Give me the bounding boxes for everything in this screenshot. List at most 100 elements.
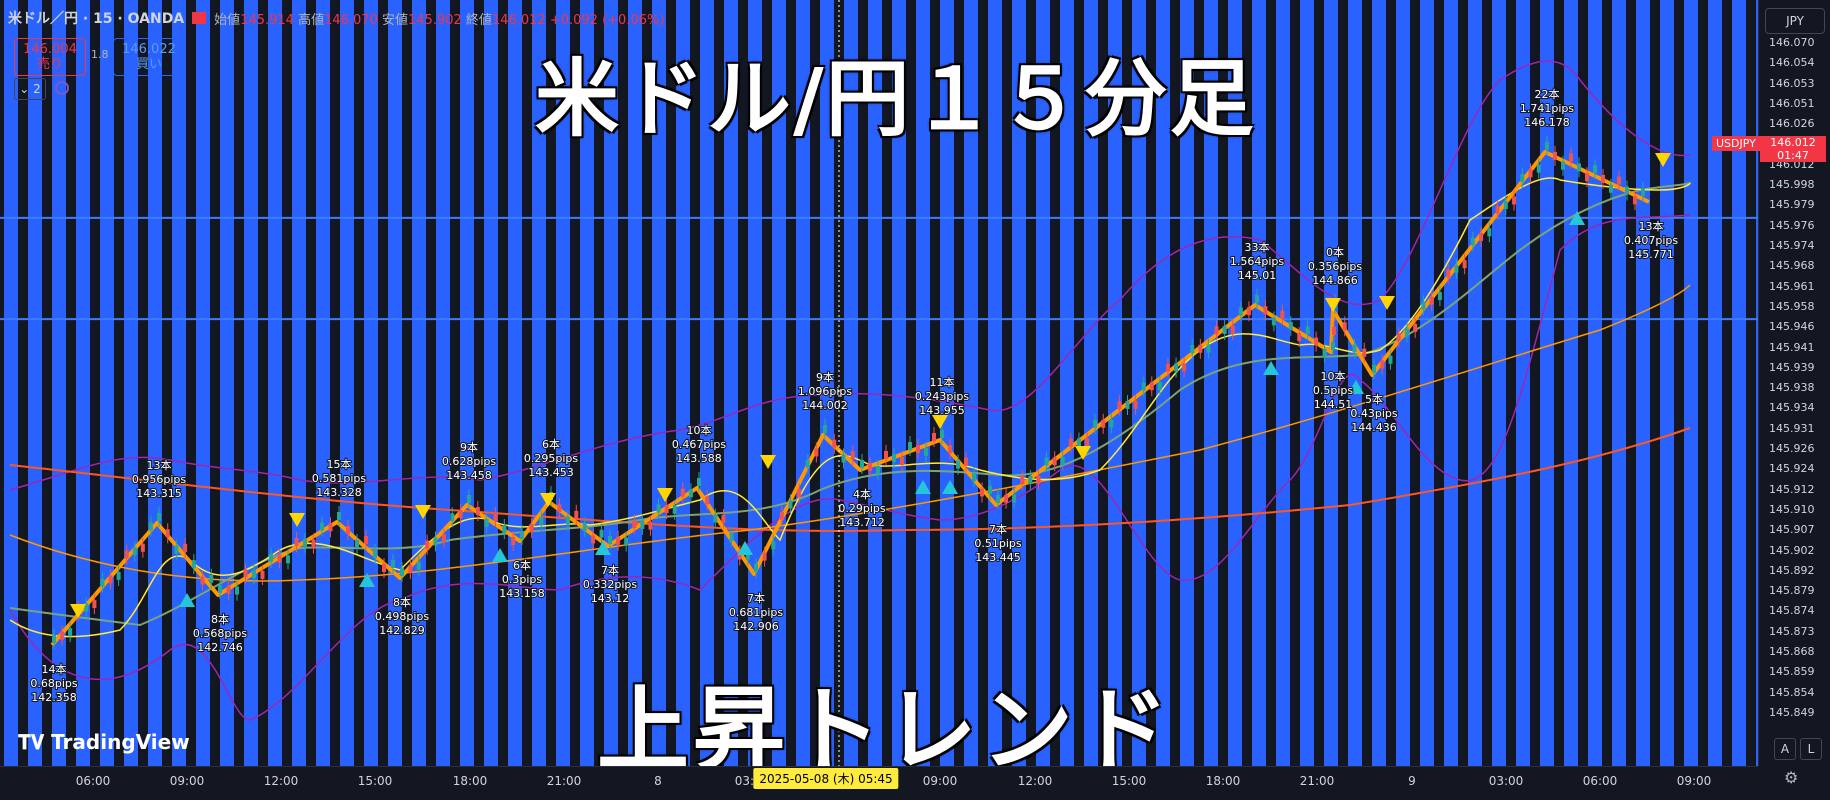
session-bar (1660, 0, 1674, 766)
log-scale-button[interactable]: L (1800, 738, 1822, 760)
candle-body (475, 507, 480, 515)
price-tick-label: 146.051 (1769, 96, 1815, 110)
time-tick-label: 12:00 (1017, 774, 1053, 788)
candle-body (754, 564, 758, 572)
time-tick-label: 18:00 (452, 774, 488, 788)
candle-body (1149, 382, 1154, 391)
candle-body (1198, 344, 1203, 353)
candle-body (1617, 176, 1621, 185)
session-bar (1156, 0, 1170, 766)
candle-body (1028, 476, 1033, 484)
currency-selector[interactable]: JPY (1765, 8, 1825, 34)
zigzag-label: 1.564pips (1230, 255, 1285, 268)
sell-button[interactable]: 146.004 売り (14, 38, 86, 76)
session-bar (556, 0, 570, 766)
zigzag-label: 142.829 (379, 624, 425, 637)
candle-body (1633, 196, 1637, 205)
zigzag-label: 142.358 (31, 691, 77, 704)
candle-body (116, 571, 121, 580)
candle-body (1125, 401, 1130, 409)
sell-signal-marker (289, 513, 305, 527)
zigzag-label: 143.328 (316, 486, 362, 499)
price-tick-label: 145.892 (1769, 563, 1815, 577)
candle-body (788, 500, 793, 509)
candle-body (124, 550, 129, 559)
session-bar (1060, 0, 1074, 766)
candle-body (132, 547, 137, 556)
candle-body (1174, 363, 1179, 372)
candle-body (672, 505, 677, 514)
zigzag-label: 0.243pips (915, 390, 970, 403)
candle-body (1429, 296, 1434, 305)
price-tick-label: 145.873 (1769, 624, 1815, 638)
time-tick-label: 2025-05-08 (木) 05:45 (753, 768, 899, 789)
candle-body (191, 560, 196, 569)
candle-body (458, 510, 463, 519)
candle-body (964, 457, 968, 466)
time-tick-label: 12:00 (263, 774, 299, 788)
zigzag-label: 0.628pips (442, 455, 497, 468)
symbol-title[interactable]: 米ドル／円 · 15 · OANDA (8, 11, 185, 27)
candle-body (565, 516, 570, 525)
candle-body (1060, 457, 1065, 465)
change-value: +0.092 (+0.06%) (549, 12, 665, 28)
candle-body (956, 460, 960, 469)
candle-body (1569, 153, 1573, 162)
candle-body (209, 574, 214, 583)
zigzag-label: 0.68pips (30, 677, 78, 690)
auto-scale-button[interactable]: A (1774, 738, 1796, 760)
price-tick-label: 145.868 (1769, 645, 1815, 658)
candle-body (900, 457, 904, 465)
candle-body (529, 524, 534, 532)
candle-body (140, 543, 145, 552)
session-bar (340, 0, 354, 766)
sell-signal-marker (760, 455, 776, 469)
candle-body (1585, 173, 1589, 182)
price-tick-label: 145.941 (1769, 340, 1815, 354)
candle-body (608, 536, 612, 544)
candle-body (980, 488, 984, 497)
candle-body (1372, 365, 1376, 373)
session-bar (1492, 0, 1506, 766)
zigzag-label: 9本 (460, 440, 478, 454)
price-tick-label: 145.859 (1769, 665, 1815, 679)
candle-body (1214, 326, 1219, 335)
candle-body (1625, 186, 1629, 195)
candle-body (84, 603, 89, 612)
price-axis[interactable]: JPY 146.070 146.054 146.053 146.051 146.026 1… (1758, 0, 1830, 766)
buy-signal-marker (179, 593, 195, 607)
candle-body (1157, 382, 1162, 390)
layers-toggle[interactable]: ⌄ 2 (14, 78, 46, 100)
time-tick-label: 06:00 (1582, 774, 1618, 788)
candle-body (1101, 419, 1106, 428)
candle-body (1271, 317, 1276, 326)
price-tick-label: 145.961 (1769, 279, 1815, 293)
candle-body (1322, 348, 1327, 357)
buy-button[interactable]: 146.022 買い (113, 38, 185, 76)
session-bar (268, 0, 282, 766)
candle-body (1380, 360, 1385, 369)
bollinger-lower (9, 214, 1691, 721)
session-bars (4, 0, 1758, 766)
settings-icon[interactable]: ⚙ (1784, 768, 1799, 787)
candle-body (640, 520, 645, 529)
time-axis[interactable]: 06:00 09:00 12:00 15:00 18:00 21:00 8 03:00 2025… (0, 766, 1758, 800)
price-tick-label: 145.974 (1769, 239, 1815, 252)
session-bar (460, 0, 474, 766)
zigzag-label: 13本 (1639, 219, 1664, 233)
candle-body (656, 504, 661, 513)
tradingview-logo[interactable]: 𝐓𝐕 TradingView (18, 730, 190, 754)
candle-body (355, 540, 359, 548)
candle-body (511, 537, 516, 545)
session-bar (1204, 0, 1218, 766)
candle-body (729, 533, 734, 542)
session-bar (1756, 0, 1758, 766)
sync-icon[interactable] (55, 81, 69, 95)
chart-plot[interactable]: 14本0.68pips142.35813本0.956pips143.3158本0… (0, 0, 1758, 766)
candle-body (988, 485, 992, 494)
session-bar (244, 0, 258, 766)
session-bar (436, 0, 450, 766)
session-bar (1276, 0, 1290, 766)
zigzag-label: 10本 (687, 423, 712, 437)
zigzag-label: 22本 (1535, 87, 1560, 101)
